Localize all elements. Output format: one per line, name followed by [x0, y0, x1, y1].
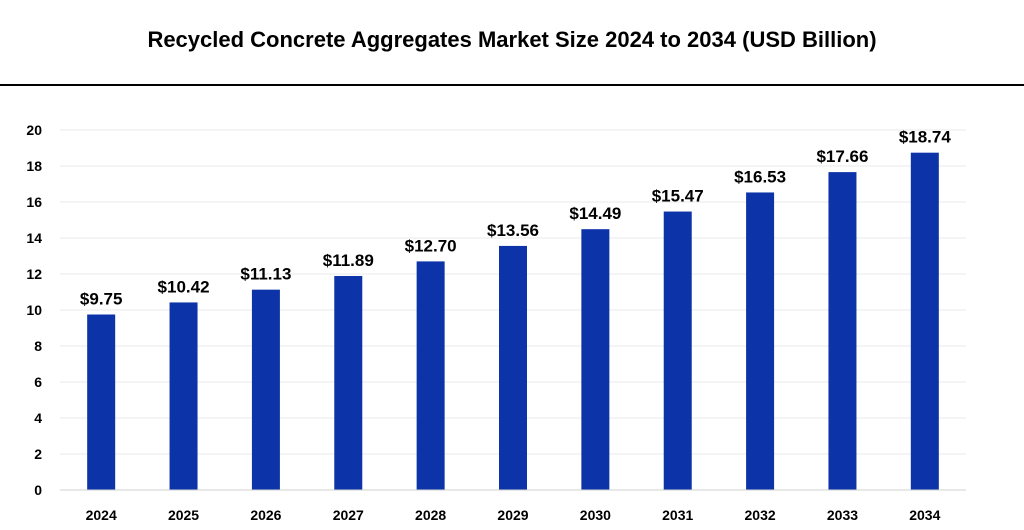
x-tick-label: 2027 [333, 507, 364, 523]
x-tick-label: 2031 [662, 507, 693, 523]
bar [663, 211, 692, 491]
bar [334, 275, 363, 490]
y-tick-label: 6 [34, 374, 42, 390]
x-tick-label: 2025 [168, 507, 199, 523]
x-tick-label: 2032 [745, 507, 776, 523]
x-tick-label: 2026 [250, 507, 281, 523]
bar [828, 172, 857, 490]
bar [251, 289, 280, 490]
y-tick-label: 10 [26, 302, 42, 318]
y-tick-label: 16 [26, 194, 42, 210]
y-tick-label: 18 [26, 158, 42, 174]
x-tick-label: 2029 [497, 507, 528, 523]
data-label: $10.42 [158, 277, 210, 296]
data-label: $11.13 [240, 265, 291, 284]
bar [169, 302, 198, 490]
bars [87, 152, 939, 491]
data-label: $15.47 [652, 187, 704, 206]
data-label: $14.49 [569, 204, 621, 223]
bar [581, 229, 610, 490]
data-label: $12.70 [405, 236, 457, 255]
data-label: $17.66 [816, 147, 868, 166]
y-tick-label: 14 [26, 230, 42, 246]
bar [416, 261, 445, 490]
x-tick-label: 2033 [827, 507, 858, 523]
gridlines [60, 129, 966, 455]
x-tick-label: 2028 [415, 507, 446, 523]
bar [499, 245, 527, 490]
labels: 0 2 4 6 8 10 12 14 16 18 20 $9.75 2024 $10.42 2025 $11.… [26, 122, 951, 523]
y-tick-label: 4 [34, 410, 42, 426]
data-label: $11.89 [323, 251, 374, 270]
data-label: $13.56 [487, 221, 539, 240]
title-divider [0, 84, 1024, 86]
data-label: $16.53 [734, 167, 786, 186]
y-tick-label: 20 [26, 122, 42, 138]
bar [746, 192, 775, 490]
chart-title: Recycled Concrete Aggregates Market Size… [147, 27, 877, 52]
x-tick-label: 2030 [580, 507, 611, 523]
y-tick-label: 12 [26, 266, 42, 282]
bar [910, 152, 939, 490]
data-label: $18.74 [899, 128, 952, 147]
y-tick-label: 2 [34, 446, 42, 462]
data-label: $9.75 [80, 290, 123, 309]
bar [87, 314, 116, 490]
x-tick-label: 2024 [86, 507, 117, 523]
y-tick-label: 8 [34, 338, 42, 354]
x-tick-label: 2034 [909, 507, 940, 523]
y-tick-label: 0 [34, 482, 42, 498]
